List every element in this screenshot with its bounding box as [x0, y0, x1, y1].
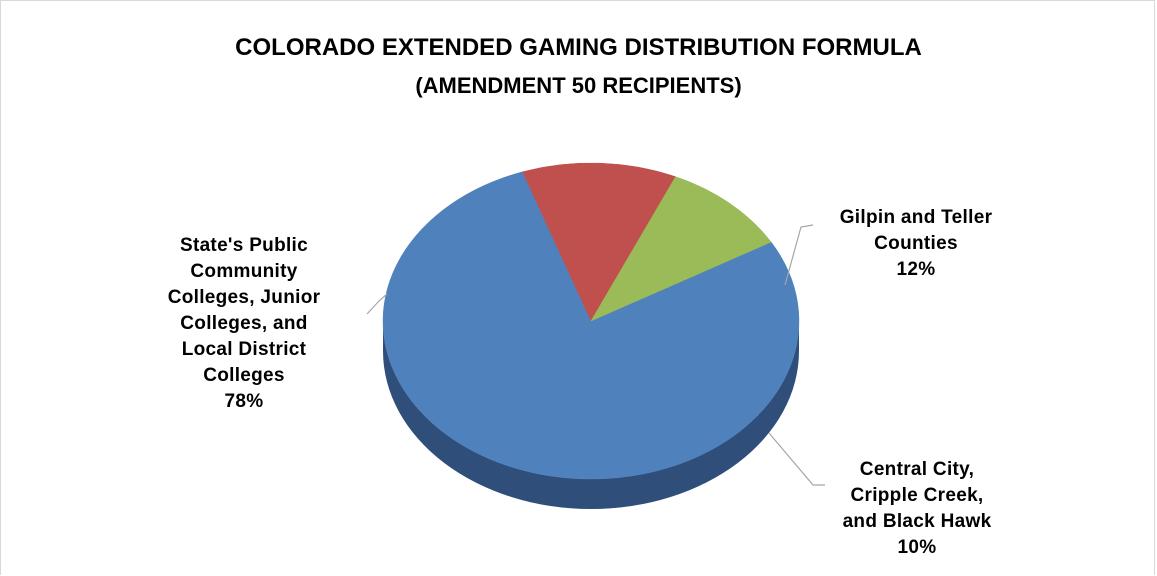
slice-label-line: State's Public: [179, 235, 309, 256]
slice-percent: 78%: [224, 391, 264, 412]
slice-label-line: Cripple Creek,: [850, 485, 984, 506]
chart-title: COLORADO EXTENDED GAMING DISTRIBUTION FO…: [235, 34, 922, 61]
slice-label-line: and Black Hawk: [842, 511, 992, 532]
slice-label-line: Gilpin and Teller: [839, 207, 993, 228]
slice-label-line: Community: [190, 261, 298, 282]
pie-slice: [522, 162, 676, 322]
pie-slice: [590, 176, 772, 322]
leader-line: [784, 224, 814, 286]
pie-slice-side: [383, 321, 799, 509]
slice-label-community-colleges: State's Public Community Colleges, Junio…: [119, 233, 369, 415]
slice-percent: 10%: [897, 537, 937, 558]
slice-label-line: Central City,: [859, 459, 975, 480]
chart-subtitle: (AMENDMENT 50 RECIPIENTS): [415, 73, 742, 98]
slice-label-line: Counties: [874, 233, 958, 254]
pie-slice: [382, 171, 800, 480]
leader-line: [768, 432, 825, 486]
leader-line: [366, 293, 388, 315]
slice-label-line: Colleges: [203, 365, 285, 386]
slice-label-gilpin-teller: Gilpin and Teller Counties 12%: [801, 205, 1031, 283]
slice-percent: 12%: [896, 259, 936, 280]
slice-label-line: Colleges, and: [180, 313, 308, 334]
slice-label-line: Local District: [181, 339, 307, 360]
slice-label-line: Colleges, Junior: [167, 287, 321, 308]
slice-label-central-city: Central City, Cripple Creek, and Black H…: [797, 457, 1037, 561]
